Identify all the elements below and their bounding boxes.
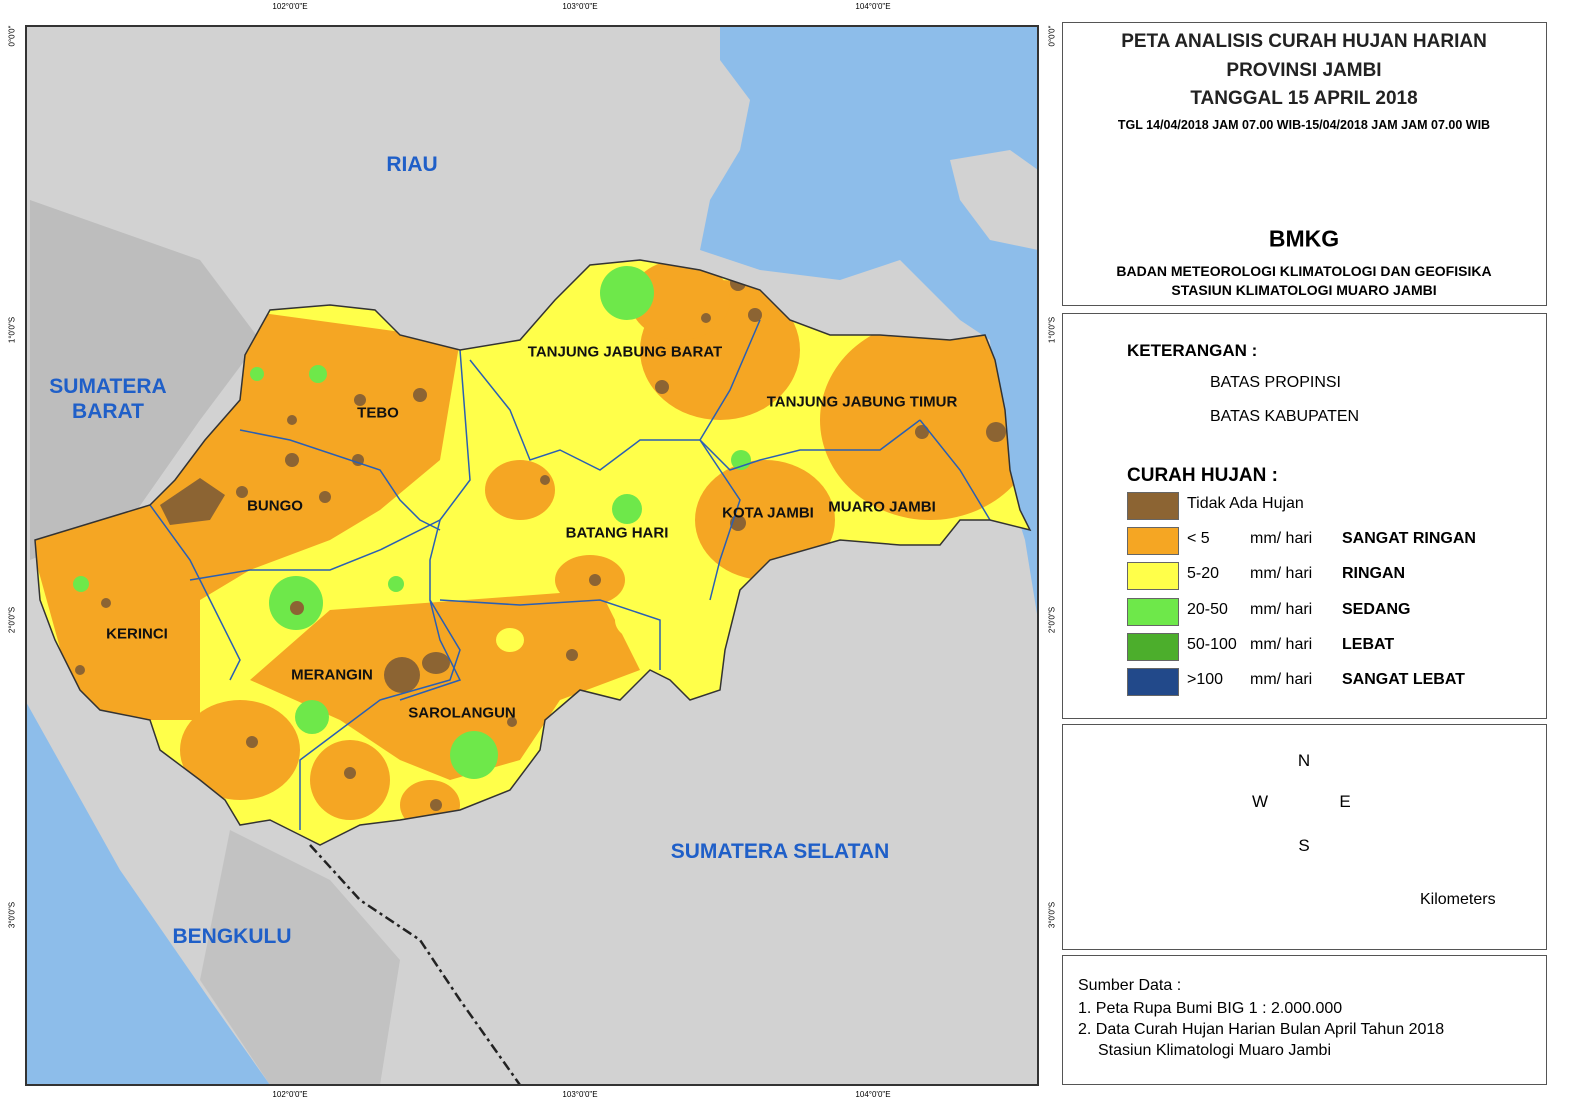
legend-swatch	[1127, 562, 1179, 591]
legend-range: >100	[1187, 671, 1224, 688]
source-item: 2. Data Curah Hujan Harian Bulan April T…	[1078, 1021, 1445, 1038]
title-box	[1062, 22, 1547, 306]
coord-label: 104°0'0"E	[855, 2, 891, 11]
legend-unit: mm/ hari	[1250, 671, 1313, 688]
legend-swatch	[1127, 527, 1179, 556]
legend-swatch	[1127, 632, 1179, 661]
scale-unit: Kilometers	[1420, 891, 1496, 908]
logo-text: BMKG	[1268, 225, 1340, 252]
source-heading: Sumber Data :	[1078, 977, 1182, 994]
source-item: Stasiun Klimatologi Muaro Jambi	[1098, 1042, 1331, 1059]
sea	[27, 703, 270, 1084]
legend-range: 50-100	[1187, 635, 1237, 653]
sea	[700, 27, 1037, 614]
district-label: KERINCI	[106, 625, 168, 643]
district-label: BUNGO	[247, 497, 303, 515]
title-line: PETA ANALISIS CURAH HUJAN HARIAN	[1121, 31, 1487, 52]
coord-label: 1°0'0"S	[1047, 316, 1057, 344]
district-label: KOTA JAMBI	[722, 504, 814, 522]
district-label: MERANGIN	[291, 666, 373, 684]
legend-heading: CURAH HUJAN :	[1127, 465, 1278, 486]
source-box	[1062, 955, 1547, 1085]
region-label: RIAU	[386, 153, 438, 176]
legend-category: SANGAT RINGAN	[1342, 530, 1476, 548]
district-label: TEBO	[357, 404, 399, 422]
district-label: TANJUNG JABUNG TIMUR	[766, 393, 958, 411]
legend-category: LEBAT	[1342, 635, 1395, 653]
legend-swatch	[1127, 492, 1179, 520]
compass-letter: N	[1297, 751, 1311, 770]
period: TGL 14/04/2018 JAM 07.00 WIB-15/04/2018 …	[1117, 118, 1491, 132]
legend-unit: mm/ hari	[1250, 530, 1313, 548]
legend-category: SANGAT LEBAT	[1342, 671, 1465, 688]
legend-range: < 5	[1187, 530, 1210, 548]
legend-category: RINGAN	[1342, 565, 1406, 583]
legend-unit: mm/ hari	[1250, 635, 1313, 653]
compass-letter: W	[1251, 792, 1269, 811]
coord-label: 3°0'0"S	[1047, 901, 1057, 929]
legend-range: 20-50	[1187, 600, 1228, 618]
terrain	[27, 27, 1037, 1084]
district-label: SAROLANGUN	[408, 704, 516, 722]
coord-label: 102°0'0"E	[272, 1090, 308, 1099]
legend-line-label: BATAS KABUPATEN	[1210, 408, 1360, 425]
coord-label: 102°0'0"E	[272, 2, 308, 11]
legend-range: Tidak Ada Hujan	[1187, 495, 1304, 512]
title-line: TANGGAL 15 APRIL 2018	[1190, 88, 1418, 109]
legend-heading: KETERANGAN :	[1127, 341, 1258, 360]
legend-range: 5-20	[1187, 565, 1220, 583]
coord-label: 1°0'0"S	[7, 316, 17, 344]
district-label: MUARO JAMBI	[828, 498, 936, 516]
province-border	[309, 844, 521, 1084]
legend-unit: mm/ hari	[1250, 600, 1313, 618]
legend-swatch	[1127, 668, 1179, 696]
district-label: TANJUNG JABUNG BARAT	[527, 343, 723, 361]
legend-swatch	[1127, 597, 1179, 626]
coord-label: 103°0'0"E	[562, 1090, 598, 1099]
region-label: SUMATERA SELATAN	[670, 840, 890, 863]
coord-label: 103°0'0"E	[562, 2, 598, 11]
compass-letter: S	[1298, 836, 1310, 855]
legend-category: SEDANG	[1342, 600, 1411, 618]
station: STASIUN KLIMATOLOGI MUARO JAMBI	[1171, 282, 1437, 298]
district-border	[149, 319, 991, 830]
compass-letter: E	[1339, 792, 1351, 811]
coord-label: 3°0'0"S	[7, 901, 17, 929]
title-line: PROVINSI JAMBI	[1226, 60, 1382, 81]
legend-line-label: BATAS PROPINSI	[1210, 374, 1341, 391]
coord-label: 0°0'0"	[1047, 25, 1057, 47]
coord-label: 104°0'0"E	[855, 1090, 891, 1099]
district-label: BATANG HARI	[565, 524, 669, 542]
agency: BADAN METEOROLOGI KLIMATOLOGI DAN GEOFIS…	[1116, 263, 1492, 279]
legend-unit: mm/ hari	[1250, 565, 1313, 583]
coord-label: 2°0'0"S	[7, 606, 17, 634]
compass-box	[1062, 724, 1547, 950]
region-label: SUMATERA BARAT	[49, 375, 167, 423]
coord-label: 0°0'0"	[7, 25, 17, 47]
coord-label: 2°0'0"S	[1047, 606, 1057, 634]
source-item: 1. Peta Rupa Bumi BIG 1 : 2.000.000	[1078, 1000, 1343, 1017]
region-label: BENGKULU	[172, 925, 292, 948]
